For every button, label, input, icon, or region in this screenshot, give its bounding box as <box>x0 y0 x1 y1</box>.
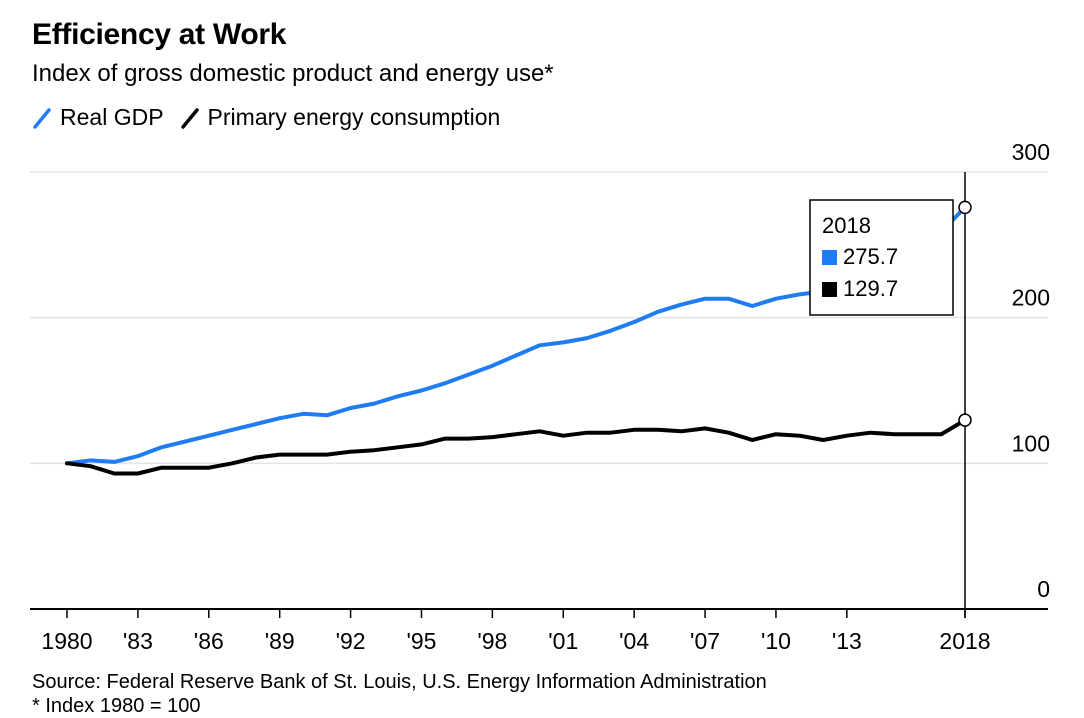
legend-label-energy: Primary energy consumption <box>207 104 501 130</box>
x-tick-label: 1980 <box>41 628 92 654</box>
x-tick-label: '01 <box>548 628 578 654</box>
tooltip-value-0: 275.7 <box>843 244 898 269</box>
chart-title: Efficiency at Work <box>32 18 287 51</box>
x-tick-label: '95 <box>406 628 436 654</box>
x-tick-label: '07 <box>690 628 720 654</box>
x-tick-label: '89 <box>265 628 295 654</box>
legend-item-energy: Primary energy consumption <box>180 104 501 131</box>
tooltip-swatch-1 <box>822 282 837 297</box>
index-note: * Index 1980 = 100 <box>32 695 201 717</box>
x-tick-label: '98 <box>477 628 507 654</box>
endpoint-marker-1 <box>958 413 972 427</box>
legend-swatch-real-gdp <box>33 107 51 129</box>
x-tick-label: '83 <box>123 628 153 654</box>
tooltip-year: 2018 <box>822 213 871 238</box>
y-tick-label: 100 <box>1012 430 1050 456</box>
endpoint-marker-0 <box>958 200 972 215</box>
tooltip-value-1: 129.7 <box>843 276 898 301</box>
y-tick-label: 300 <box>1012 139 1050 165</box>
x-tick-label: '86 <box>194 628 224 654</box>
chart-subtitle: Index of gross domestic product and ener… <box>32 60 554 87</box>
y-tick-label: 200 <box>1012 285 1050 311</box>
x-tick-label: '04 <box>619 628 649 654</box>
series-line-1 <box>65 418 967 476</box>
legend: Real GDP Primary energy consumption <box>32 104 516 131</box>
source-note: Source: Federal Reserve Bank of St. Loui… <box>32 671 767 693</box>
legend-item-real-gdp: Real GDP <box>32 104 164 131</box>
x-tick-label: '10 <box>761 628 791 654</box>
y-tick-label: 0 <box>1037 576 1050 602</box>
x-tick-label: 2018 <box>939 628 990 654</box>
x-tick-label: '92 <box>336 628 366 654</box>
legend-swatch-energy <box>180 107 199 129</box>
x-tick-label: '13 <box>832 628 862 654</box>
legend-label-real-gdp: Real GDP <box>60 104 164 130</box>
tooltip-swatch-0 <box>822 250 837 265</box>
